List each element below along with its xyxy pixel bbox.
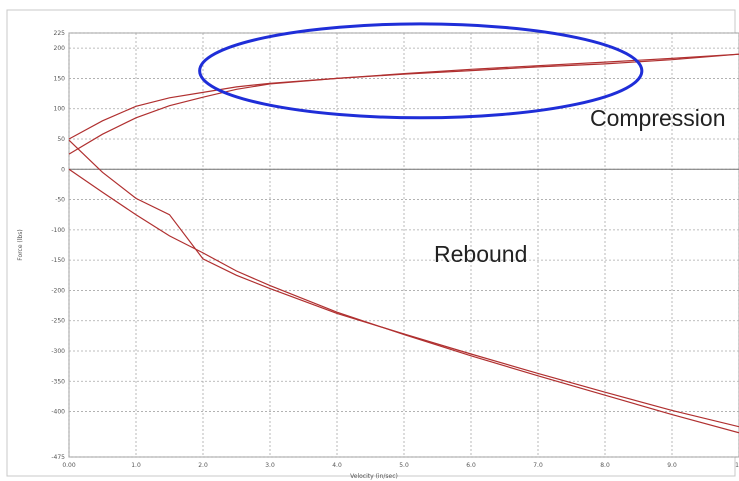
x-tick-label: 1.0 xyxy=(131,462,141,469)
y-tick-label: -475 xyxy=(51,454,65,461)
highlight-ellipse xyxy=(198,22,644,120)
x-tick-label: 3.0 xyxy=(265,462,275,469)
x-tick-label: 4.0 xyxy=(332,462,342,469)
y-tick-label: 225 xyxy=(54,30,66,37)
y-tick-label: -350 xyxy=(51,378,65,385)
y-tick-label: 100 xyxy=(54,106,66,113)
y-tick-label: -300 xyxy=(51,348,65,355)
y-tick-label: 150 xyxy=(54,75,66,82)
y-tick-label: -150 xyxy=(51,257,65,264)
y-tick-label: -100 xyxy=(51,227,65,234)
x-tick-label: 10 xyxy=(735,462,739,469)
series-line-4 xyxy=(68,168,739,434)
compression-label: Compression xyxy=(590,105,726,131)
x-tick-label: 8.0 xyxy=(600,462,610,469)
y-tick-label: -50 xyxy=(55,197,65,204)
rebound-label: Rebound xyxy=(434,241,527,267)
y-tick-label: -200 xyxy=(51,287,65,294)
x-axis-title: Velocity (in/sec) xyxy=(350,473,398,480)
y-tick-label: 50 xyxy=(57,136,65,143)
y-tick-label: 0 xyxy=(61,166,65,173)
y-tick-label: -250 xyxy=(51,318,65,325)
y-axis-title: Force (lbs) xyxy=(17,229,24,260)
x-tick-label: 0.00 xyxy=(62,462,76,469)
x-tick-label: 2.0 xyxy=(198,462,208,469)
y-tick-label: -400 xyxy=(51,409,65,416)
y-tick-label: 200 xyxy=(54,45,66,52)
series-line-3 xyxy=(68,139,739,428)
series-line-2 xyxy=(68,53,739,155)
x-tick-label: 7.0 xyxy=(533,462,543,469)
x-tick-label: 5.0 xyxy=(399,462,409,469)
x-tick-label: 9.0 xyxy=(667,462,677,469)
x-tick-label: 6.0 xyxy=(466,462,476,469)
